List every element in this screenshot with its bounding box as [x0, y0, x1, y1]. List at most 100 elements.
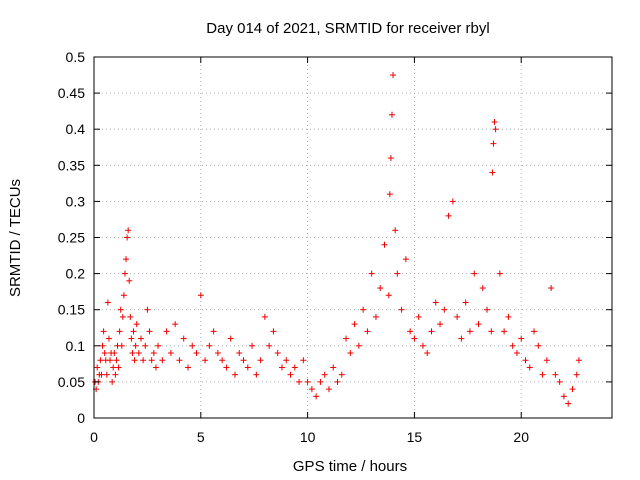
data-point	[575, 357, 582, 364]
data-point	[364, 328, 371, 335]
data-point	[283, 357, 290, 364]
data-point	[313, 393, 320, 400]
data-point	[130, 328, 137, 335]
y-axis-ticks: 0 0.05 0.1 0.15 0.2 0.25 0.3 0.35 0.4 0.45 0.5	[58, 49, 612, 426]
x-axis-label: GPS time / hours	[293, 458, 407, 475]
chart-title: Day 014 of 2021, SRMTID for receiver rby…	[206, 20, 489, 37]
data-point	[125, 227, 132, 234]
y-tick-label: 0.2	[66, 266, 86, 282]
data-point	[560, 393, 567, 400]
data-point	[548, 285, 555, 292]
data-point	[321, 371, 328, 378]
x-tick-label: 5	[197, 429, 205, 445]
data-point	[266, 342, 273, 349]
data-point	[148, 357, 155, 364]
data-point	[131, 357, 138, 364]
data-point	[184, 364, 191, 371]
data-point	[445, 212, 452, 219]
data-point	[415, 313, 422, 320]
x-tick-label: 0	[90, 429, 98, 445]
data-point	[137, 335, 144, 342]
data-point	[121, 270, 128, 277]
data-point	[343, 335, 350, 342]
y-tick-label: 0.4	[66, 121, 86, 137]
data-point	[163, 328, 170, 335]
data-point	[94, 364, 101, 371]
data-point	[330, 364, 337, 371]
data-point	[98, 371, 105, 378]
data-point	[180, 335, 187, 342]
data-point	[304, 378, 311, 385]
y-axis-label: SRMTID / TECUs	[7, 179, 24, 297]
data-point	[556, 378, 563, 385]
data-point	[115, 364, 122, 371]
data-point	[390, 72, 397, 79]
data-point	[385, 292, 392, 299]
data-point	[105, 335, 112, 342]
data-point	[308, 386, 315, 393]
y-tick-label: 0	[77, 410, 85, 426]
data-point	[103, 371, 110, 378]
data-point	[214, 350, 221, 357]
data-point	[496, 270, 503, 277]
data-point	[388, 111, 395, 118]
data-point	[317, 378, 324, 385]
data-point	[368, 270, 375, 277]
data-point	[206, 342, 213, 349]
data-point	[394, 270, 401, 277]
y-tick-label: 0.1	[66, 338, 86, 354]
y-tick-label: 0.15	[58, 302, 85, 318]
data-point	[109, 378, 116, 385]
data-point	[492, 126, 499, 133]
data-point	[110, 364, 117, 371]
data-point	[432, 299, 439, 306]
data-point	[107, 357, 114, 364]
data-point	[111, 350, 118, 357]
data-point	[428, 328, 435, 335]
data-point	[152, 364, 159, 371]
x-tick-label: 15	[407, 429, 423, 445]
data-point	[99, 342, 106, 349]
data-point	[466, 328, 473, 335]
data-point	[387, 155, 394, 162]
data-point	[338, 371, 345, 378]
data-point	[159, 357, 166, 364]
y-tick-label: 0.25	[58, 230, 85, 246]
data-point	[505, 313, 512, 320]
data-point	[133, 321, 140, 328]
data-point	[449, 198, 456, 205]
data-point	[565, 400, 572, 407]
data-point	[488, 328, 495, 335]
data-point	[539, 371, 546, 378]
data-point	[135, 350, 142, 357]
data-point	[146, 328, 153, 335]
data-point	[489, 169, 496, 176]
data-point	[116, 328, 123, 335]
data-point	[458, 335, 465, 342]
data-point	[437, 321, 444, 328]
data-point	[501, 328, 508, 335]
data-point	[381, 241, 388, 248]
data-point	[300, 357, 307, 364]
data-point	[219, 357, 226, 364]
data-point	[475, 321, 482, 328]
data-point	[454, 313, 461, 320]
data-point	[128, 335, 135, 342]
data-point	[189, 342, 196, 349]
data-point	[119, 313, 126, 320]
data-point	[419, 342, 426, 349]
data-point	[240, 357, 247, 364]
data-point	[97, 357, 104, 364]
x-axis-ticks: 0 5 10 15 20	[90, 57, 529, 445]
data-point	[573, 371, 580, 378]
data-point	[552, 371, 559, 378]
data-point	[377, 285, 384, 292]
data-point	[543, 357, 550, 364]
data-point	[244, 364, 251, 371]
data-point	[462, 299, 469, 306]
data-point	[334, 378, 341, 385]
data-point	[100, 328, 107, 335]
y-tick-label: 0.5	[66, 49, 86, 65]
data-point	[132, 342, 139, 349]
data-point	[479, 285, 486, 292]
